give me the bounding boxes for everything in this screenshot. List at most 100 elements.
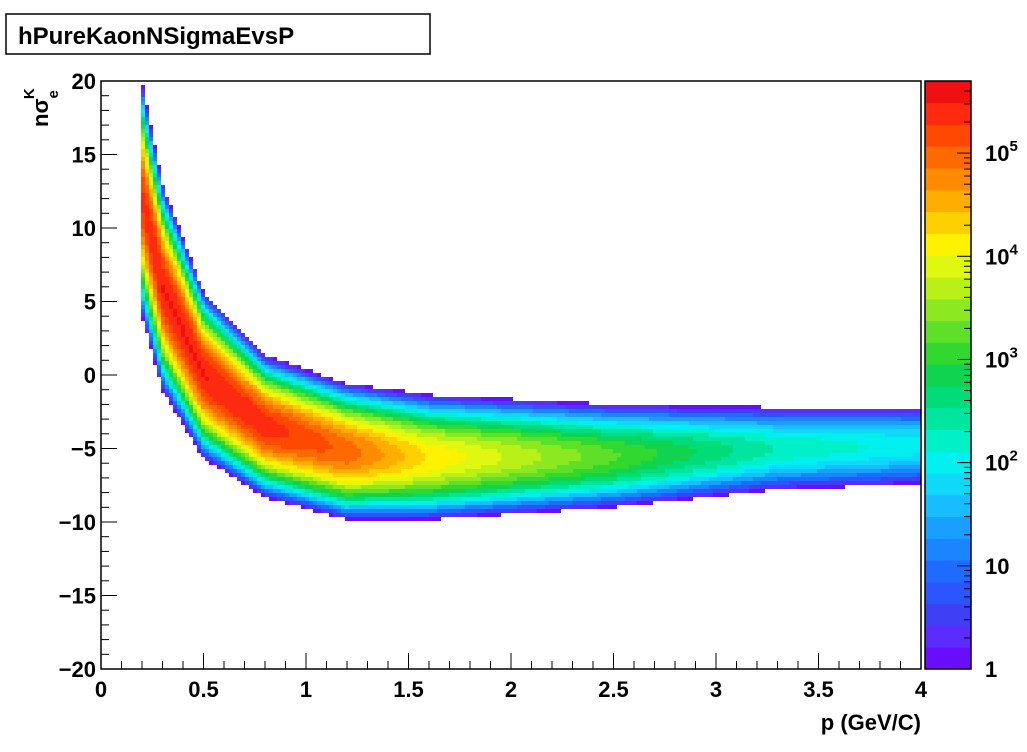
heatmap-cell: [185, 345, 189, 349]
heatmap-cell: [537, 429, 541, 433]
heatmap-cell: [201, 453, 205, 457]
heatmap-cell: [233, 389, 237, 393]
heatmap-cell: [617, 413, 621, 417]
heatmap-cell: [181, 325, 185, 329]
heatmap-cell: [213, 337, 217, 341]
heatmap-cell: [221, 345, 225, 349]
heatmap-cell: [481, 501, 485, 505]
heatmap-cell: [317, 381, 321, 385]
heatmap-cell: [389, 417, 393, 421]
heatmap-cell: [305, 453, 309, 457]
heatmap-cell: [445, 513, 449, 517]
heatmap-cell: [621, 441, 625, 445]
heatmap-cell: [201, 393, 205, 397]
heatmap-cell: [317, 445, 321, 449]
heatmap-cell: [141, 233, 145, 237]
heatmap-cell: [185, 377, 189, 381]
heatmap-cell: [393, 453, 397, 457]
heatmap-cell: [469, 481, 473, 485]
heatmap-cell: [357, 481, 361, 485]
heatmap-cell: [297, 425, 301, 429]
heatmap-cell: [657, 449, 661, 453]
heatmap-cell: [185, 361, 189, 365]
heatmap-cell: [365, 449, 369, 453]
heatmap-cell: [649, 465, 653, 469]
heatmap-cell: [145, 201, 149, 205]
heatmap-cell: [481, 473, 485, 477]
heatmap-cell: [657, 473, 661, 477]
heatmap-cell: [149, 317, 153, 321]
heatmap-cell: [329, 457, 333, 461]
heatmap-cell: [297, 413, 301, 417]
heatmap-cell: [281, 481, 285, 485]
heatmap-cell: [589, 485, 593, 489]
heatmap-cell: [341, 381, 345, 385]
heatmap-cell: [521, 405, 525, 409]
heatmap-cell: [369, 501, 373, 505]
heatmap-cell: [177, 273, 181, 277]
heatmap-cell: [285, 457, 289, 461]
heatmap-cell: [237, 457, 241, 461]
heatmap-cell: [169, 317, 173, 321]
heatmap-cell: [389, 393, 393, 397]
heatmap-cell: [241, 385, 245, 389]
heatmap-cell: [721, 433, 725, 437]
heatmap-cell: [217, 333, 221, 337]
heatmap-cell: [305, 409, 309, 413]
heatmap-cell: [309, 449, 313, 453]
heatmap-cell: [537, 473, 541, 477]
heatmap-cell: [485, 481, 489, 485]
heatmap-cell: [293, 369, 297, 373]
heatmap-cell: [185, 393, 189, 397]
heatmap-cell: [141, 89, 145, 93]
heatmap-cell: [757, 461, 761, 465]
heatmap-cell: [177, 249, 181, 253]
heatmap-cell: [257, 453, 261, 457]
heatmap-cell: [705, 425, 709, 429]
heatmap-cell: [753, 445, 757, 449]
heatmap-cell: [761, 413, 765, 417]
heatmap-cell: [369, 445, 373, 449]
heatmap-cell: [477, 505, 481, 509]
heatmap-cell: [605, 445, 609, 449]
heatmap-cell: [745, 417, 749, 421]
heatmap-cell: [445, 425, 449, 429]
heatmap-cell: [733, 485, 737, 489]
heatmap-cell: [217, 437, 221, 441]
heatmap-cell: [685, 421, 689, 425]
heatmap-cell: [417, 457, 421, 461]
heatmap-cell: [269, 497, 273, 501]
heatmap-cell: [149, 285, 153, 289]
heatmap-cell: [269, 441, 273, 445]
heatmap-cell: [197, 285, 201, 289]
heatmap-cell: [249, 413, 253, 417]
heatmap-cell: [253, 481, 257, 485]
heatmap-cell: [485, 493, 489, 497]
heatmap-cell: [205, 425, 209, 429]
heatmap-cell: [173, 337, 177, 341]
heatmap-cell: [529, 489, 533, 493]
heatmap-cell: [373, 473, 377, 477]
heatmap-cell: [505, 473, 509, 477]
heatmap-cell: [185, 309, 189, 313]
heatmap-cell: [549, 505, 553, 509]
heatmap-cell: [189, 281, 193, 285]
heatmap-cell: [761, 425, 765, 429]
heatmap-cell: [641, 409, 645, 413]
heatmap-cell: [381, 421, 385, 425]
heatmap-cell: [553, 453, 557, 457]
heatmap-cell: [653, 405, 657, 409]
heatmap-cell: [273, 405, 277, 409]
heatmap-cell: [361, 417, 365, 421]
heatmap-cell: [561, 461, 565, 465]
heatmap-cell: [717, 425, 721, 429]
heatmap-cell: [269, 401, 273, 405]
heatmap-cell: [161, 229, 165, 233]
heatmap-cell: [517, 413, 521, 417]
heatmap-cell: [593, 505, 597, 509]
heatmap-cell: [605, 493, 609, 497]
heatmap-cell: [397, 501, 401, 505]
heatmap-cell: [701, 441, 705, 445]
heatmap-cell: [377, 517, 381, 521]
heatmap-cell: [213, 441, 217, 445]
